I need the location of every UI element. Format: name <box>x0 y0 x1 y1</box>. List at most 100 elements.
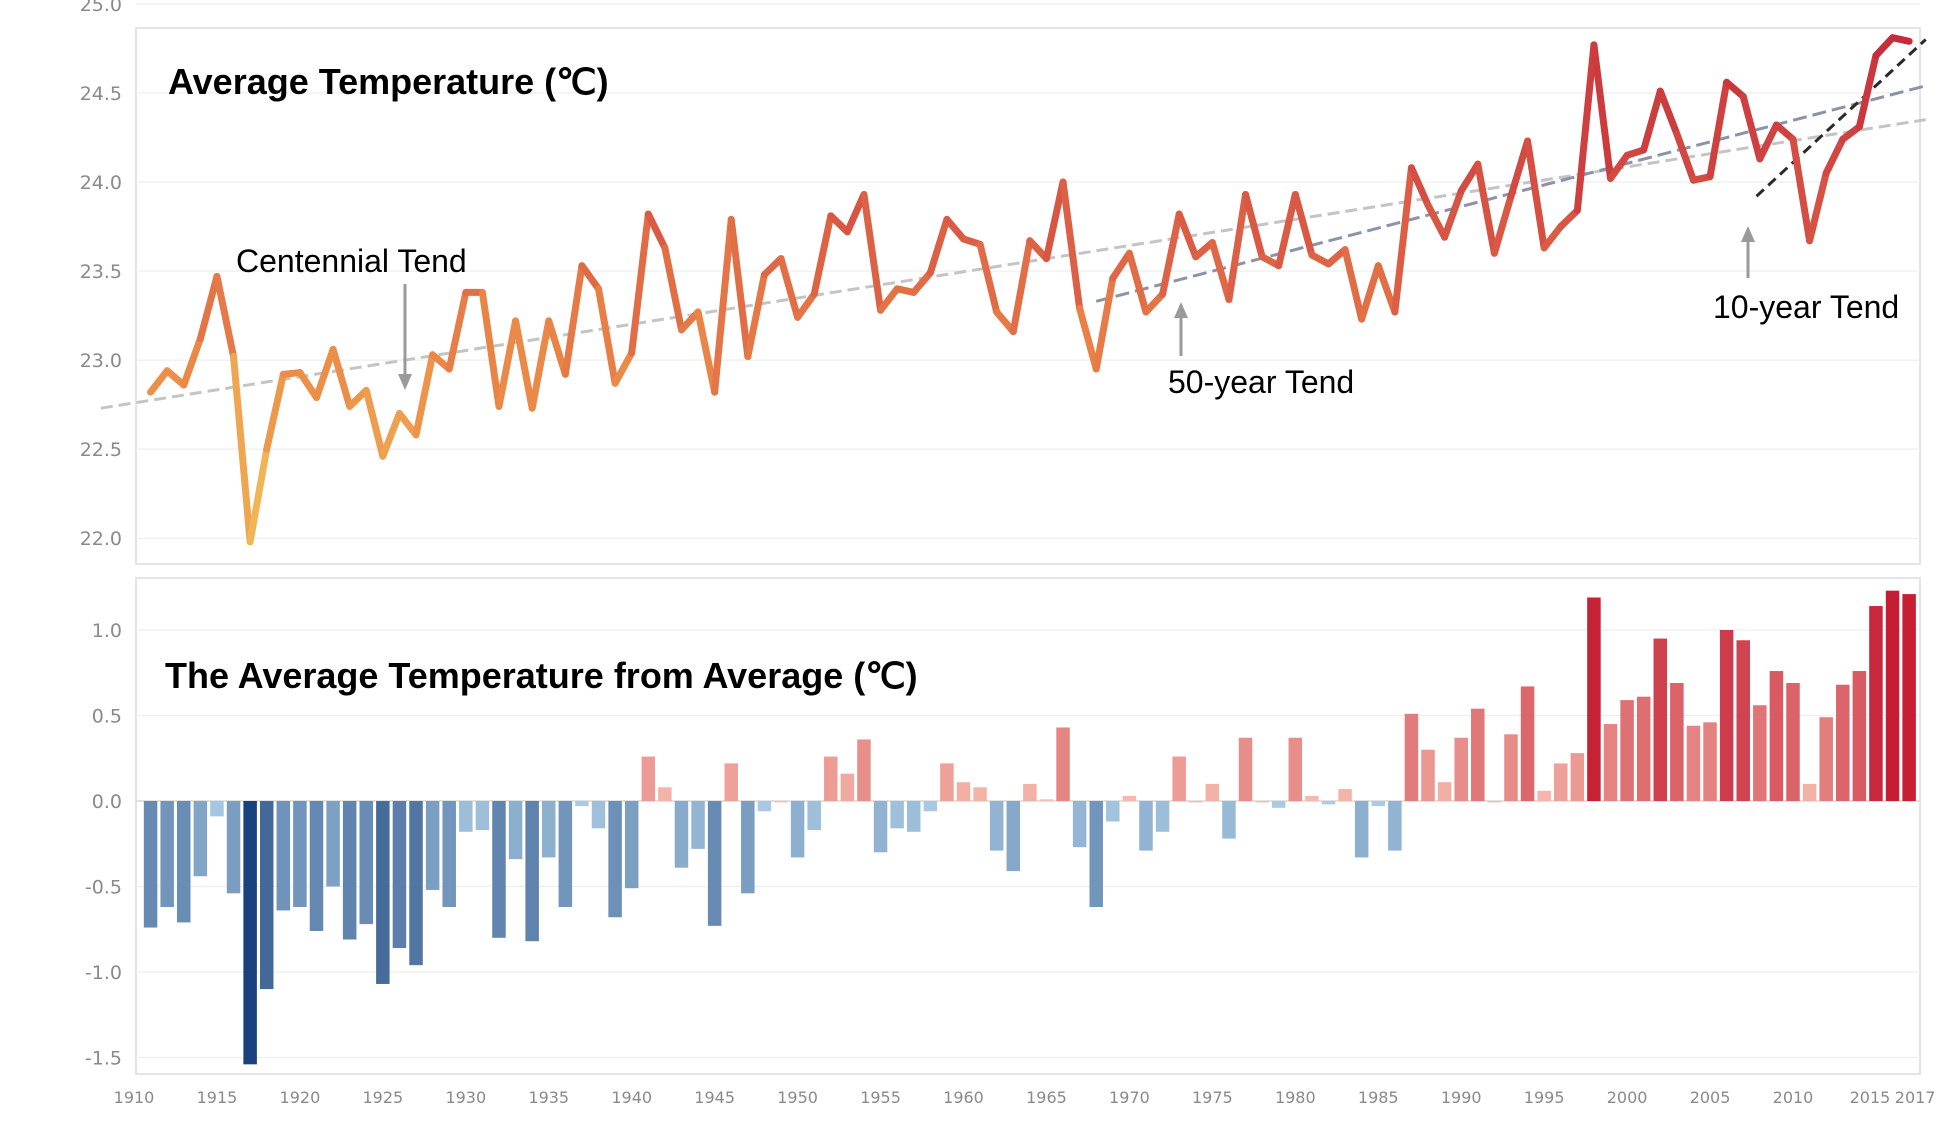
temperature-line-segment <box>611 349 636 387</box>
temperature-line-segment <box>1557 206 1581 231</box>
anomaly-bar <box>1802 783 1817 801</box>
temperature-line-segment <box>1109 249 1133 282</box>
bottom-y-tick-label: 0.5 <box>92 706 122 728</box>
anomaly-bar <box>508 801 523 860</box>
anomaly-bar <box>940 763 954 801</box>
anomaly-bar <box>906 801 921 832</box>
anomaly-bar <box>392 801 407 949</box>
temperature-line-segment <box>412 351 437 439</box>
x-tick-label: 2005 <box>1690 1088 1731 1107</box>
temperature-line-segment <box>711 215 735 396</box>
x-tick-label: 2010 <box>1773 1088 1814 1107</box>
anomaly-bar <box>259 801 274 990</box>
anomaly-bar <box>1769 671 1784 801</box>
temperature-line-segment <box>528 317 553 412</box>
temperature-line-segment <box>1490 192 1515 257</box>
anomaly-bar <box>425 801 440 890</box>
bottom-y-tick-label: 1.0 <box>92 620 122 642</box>
anomaly-bar <box>724 763 738 801</box>
anomaly-bar <box>1205 783 1220 801</box>
bottom-y-axis: 1.0 0.5 0.0 -0.5 -1.0 -1.5 <box>85 620 122 1070</box>
x-tick-label: 1990 <box>1441 1088 1482 1107</box>
anomaly-bar <box>475 801 490 831</box>
anomaly-bar <box>1139 801 1153 851</box>
anomaly-bar <box>707 801 722 926</box>
temperature-line-segment <box>1059 178 1084 312</box>
anomaly-bar <box>1719 630 1734 801</box>
anomaly-bar <box>1852 671 1867 801</box>
anomaly-bar <box>857 739 871 801</box>
anomaly-bar <box>757 801 772 812</box>
top-y-tick-label: 23.0 <box>80 350 122 372</box>
anomaly-bar <box>1620 700 1634 801</box>
temperature-line-segment <box>445 288 470 373</box>
temperature-line-segment <box>595 285 619 387</box>
trend-line <box>1755 38 1927 198</box>
anomaly-bar <box>1039 799 1054 801</box>
x-tick-label: 1915 <box>197 1088 238 1107</box>
anomaly-bar <box>525 801 539 942</box>
anomaly-bar <box>1305 795 1319 801</box>
top-y-axis: 25.0 24.5 24.0 23.5 23.0 22.5 22.0 <box>80 0 122 550</box>
temperature-line-segment <box>478 288 503 410</box>
top-y-tick-label: 24.5 <box>80 83 122 105</box>
annotation-arrow-centennial-head <box>398 374 412 390</box>
anomaly-bar <box>293 801 307 908</box>
bottom-y-tick-label: -1.0 <box>85 962 122 984</box>
anomaly-bar <box>1421 749 1435 801</box>
x-tick-label: 2000 <box>1607 1088 1648 1107</box>
temperature-line-segment <box>1142 290 1167 316</box>
anomaly-bar <box>1736 640 1750 801</box>
x-tick-label: 1925 <box>362 1088 403 1107</box>
annotation-10-year-tend: 10-year Tend <box>1713 289 1899 325</box>
anomaly-bar <box>276 801 291 911</box>
x-axis-year-ticks: 1910 1915 1920 1925 1930 1935 1940 1945 1950 1955… <box>114 1088 1936 1107</box>
temperature-line-segment <box>1358 262 1382 323</box>
temperature-line-segment <box>329 345 354 410</box>
temperature-line-segment <box>180 335 204 389</box>
temperature-line-segment <box>727 215 752 361</box>
temperature-line-segment <box>1009 237 1034 336</box>
temperature-line-segment <box>561 262 586 378</box>
anomaly-bar <box>376 801 390 984</box>
anomaly-bar <box>558 801 573 908</box>
anomaly-bar <box>492 801 506 938</box>
anomaly-bar <box>1636 696 1651 801</box>
temperature-line-segment <box>794 290 818 321</box>
anomaly-bar <box>143 801 158 928</box>
temperature-line-segment <box>1822 135 1847 177</box>
x-tick-label: 1930 <box>445 1088 486 1107</box>
temperature-line-segment <box>1723 78 1747 101</box>
temperature-line-segment <box>1374 262 1399 316</box>
anomaly-bar <box>1023 783 1037 801</box>
anomaly-bar <box>1487 801 1502 803</box>
top-y-tick-label: 25.0 <box>80 0 122 16</box>
anomaly-bar <box>1753 705 1767 801</box>
anomaly-bar <box>1404 713 1419 801</box>
temperature-line-segment <box>495 317 520 410</box>
anomaly-bar <box>624 801 639 889</box>
temperature-line-segment <box>1855 52 1880 131</box>
temperature-line-segment <box>1474 160 1498 257</box>
temperature-line-segment <box>661 244 685 334</box>
x-tick-label: 1920 <box>280 1088 321 1107</box>
temperature-line-segment <box>877 285 901 314</box>
temperature-line-segment <box>860 190 885 314</box>
anomaly-bar <box>1089 801 1103 908</box>
bottom-y-tick-label: -1.5 <box>85 1048 122 1070</box>
temperature-line-segment <box>296 369 320 401</box>
temperature-line-segment <box>694 308 719 396</box>
anomaly-bar <box>1504 734 1518 801</box>
anomaly-bar-series <box>143 590 1916 1065</box>
anomaly-bar <box>160 801 174 908</box>
temperature-line-segment <box>545 317 569 378</box>
top-y-tick-label: 23.5 <box>80 261 122 283</box>
x-tick-label: 2015 <box>1850 1088 1891 1107</box>
temperature-line-segment <box>1756 121 1780 163</box>
temperature-line-segment <box>578 262 603 293</box>
anomaly-bar <box>1653 638 1668 801</box>
temperature-line-segment <box>1607 151 1631 182</box>
x-tick-label: 1910 <box>114 1088 155 1107</box>
temperature-line-segment <box>1457 160 1482 195</box>
